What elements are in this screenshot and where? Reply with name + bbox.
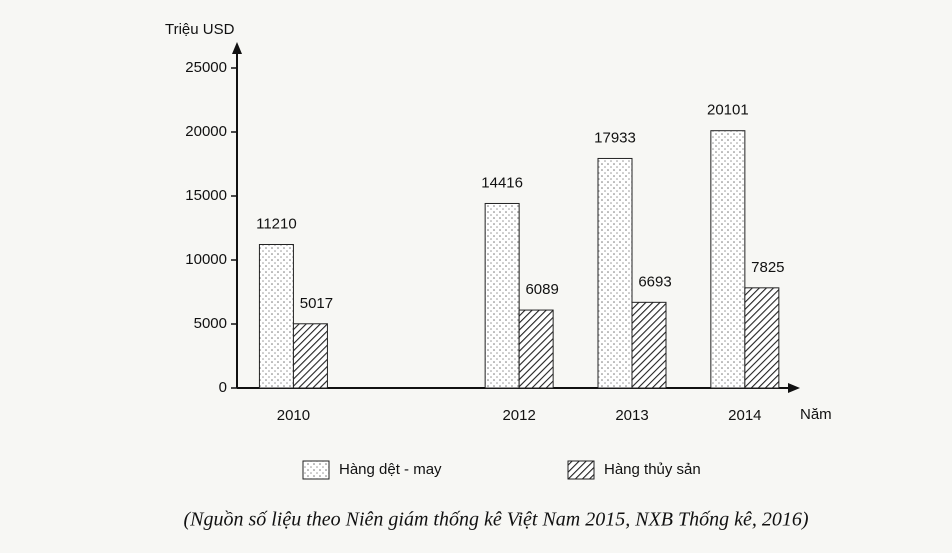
value-label: 5017 bbox=[300, 295, 333, 312]
y-tick-label: 25000 bbox=[185, 59, 227, 76]
value-label: 11210 bbox=[256, 215, 297, 232]
value-label: 20101 bbox=[707, 102, 749, 119]
bar bbox=[744, 287, 780, 389]
source-note: (Nguồn số liệu theo Niên giám thống kê V… bbox=[183, 509, 808, 531]
bar bbox=[518, 309, 554, 389]
y-tick-label: 0 bbox=[219, 379, 227, 396]
x-axis-arrow bbox=[788, 383, 800, 393]
y-tick-label: 5000 bbox=[194, 315, 227, 332]
value-label: 7825 bbox=[751, 259, 784, 276]
legend-label: Hàng thủy sản bbox=[604, 461, 701, 478]
value-label: 6089 bbox=[525, 281, 558, 298]
bar bbox=[631, 301, 667, 389]
legend-swatch bbox=[302, 460, 330, 480]
legend-label: Hàng dệt - may bbox=[339, 461, 442, 478]
legend-swatch bbox=[567, 460, 595, 480]
value-label: 14416 bbox=[481, 174, 523, 191]
value-label: 17933 bbox=[594, 129, 636, 146]
x-axis-label: Năm bbox=[800, 406, 832, 423]
bar bbox=[484, 202, 520, 389]
value-label: 6693 bbox=[638, 273, 671, 290]
y-axis-label: Triệu USD bbox=[165, 21, 235, 38]
y-tick-label: 20000 bbox=[185, 123, 227, 140]
x-tick-label: 2014 bbox=[728, 407, 761, 424]
x-tick-label: 2013 bbox=[615, 407, 648, 424]
x-tick-label: 2010 bbox=[277, 407, 310, 424]
x-tick-label: 2012 bbox=[502, 407, 535, 424]
y-tick-label: 10000 bbox=[185, 251, 227, 268]
bar bbox=[597, 157, 633, 389]
bar bbox=[710, 130, 746, 389]
y-axis-arrow bbox=[232, 42, 242, 54]
y-tick-label: 15000 bbox=[185, 187, 227, 204]
bar bbox=[292, 323, 328, 389]
bar bbox=[258, 244, 294, 389]
